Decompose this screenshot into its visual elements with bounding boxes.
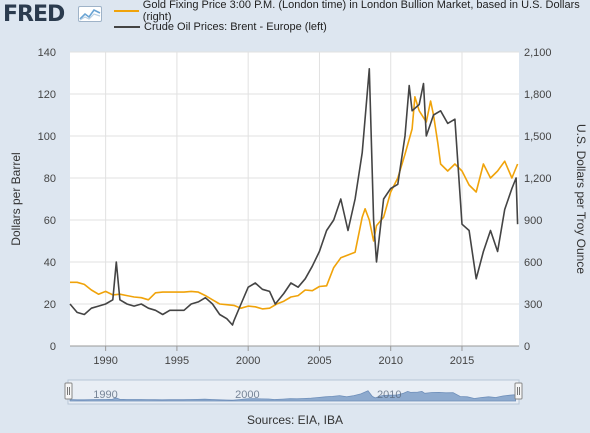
navigator-tick-label: 1990 bbox=[93, 389, 117, 401]
range-navigator-labels: 1990 2000 2010 bbox=[93, 389, 401, 401]
y-tick-label-left: 20 bbox=[44, 299, 56, 311]
x-axis: 1990 1995 2000 2005 2010 2015 bbox=[70, 345, 519, 367]
series-line-oil bbox=[69, 68, 519, 326]
x-tick-label: 1990 bbox=[93, 355, 117, 367]
navigator-area bbox=[69, 390, 516, 402]
series-lines bbox=[69, 68, 519, 326]
y-tick-label-left: 140 bbox=[38, 47, 56, 59]
sources-note: Sources: EIA, IBA bbox=[246, 413, 344, 427]
trend-chart-icon bbox=[78, 6, 102, 22]
fred-logo[interactable]: FRED bbox=[3, 2, 65, 27]
navigator-tick-label: 2010 bbox=[377, 389, 401, 401]
range-handle-right[interactable] bbox=[514, 382, 523, 400]
legend-item-gold[interactable]: Gold Fixing Price 3:00 P.M. (London time… bbox=[114, 0, 590, 23]
legend-swatch-gold bbox=[114, 10, 139, 12]
y-tick-label-right: 300 bbox=[524, 299, 542, 311]
y-axis-right-label: U.S. Dollars per Troy Ounce bbox=[574, 124, 588, 274]
y-tick-label-right: 1,800 bbox=[524, 89, 552, 101]
y-tick-label-left: 100 bbox=[38, 131, 56, 143]
x-tick-label: 2005 bbox=[307, 355, 331, 367]
range-handle-left[interactable] bbox=[64, 382, 73, 400]
plot-area bbox=[70, 52, 519, 346]
y-tick-label-left: 60 bbox=[44, 215, 56, 227]
x-tick-label: 2010 bbox=[378, 355, 402, 367]
legend-item-oil[interactable]: Crude Oil Prices: Brent - Europe (left) bbox=[114, 19, 590, 35]
range-navigator-series bbox=[69, 390, 516, 402]
y-axis-left-label: Dollars per Barrel bbox=[9, 152, 23, 245]
y-tick-label-right: 2,100 bbox=[524, 47, 552, 59]
x-tick-label: 1995 bbox=[165, 355, 189, 367]
legend-label-oil: Crude Oil Prices: Brent - Europe (left) bbox=[144, 21, 327, 33]
y-tick-label-left: 40 bbox=[44, 257, 56, 269]
y-axis-right: 0 300 600 900 1,200 1,500 1,800 2,100 bbox=[524, 47, 552, 353]
y-tick-label-right: 1,500 bbox=[524, 131, 552, 143]
y-tick-label-right: 900 bbox=[524, 215, 542, 227]
x-tick-label: 2000 bbox=[236, 355, 260, 367]
chart-legend: Gold Fixing Price 3:00 P.M. (London time… bbox=[114, 0, 590, 35]
y-tick-label-right: 0 bbox=[524, 341, 530, 353]
y-tick-label-left: 0 bbox=[50, 341, 56, 353]
y-axis-left: 0 20 40 60 80 100 120 140 bbox=[38, 47, 56, 353]
legend-swatch-oil bbox=[114, 26, 140, 28]
y-tick-label-left: 120 bbox=[38, 89, 56, 101]
navigator-tick-label: 2000 bbox=[235, 389, 259, 401]
y-tick-label-right: 1,200 bbox=[524, 173, 552, 185]
legend-label-gold: Gold Fixing Price 3:00 P.M. (London time… bbox=[142, 0, 580, 23]
y-tick-label-left: 80 bbox=[44, 173, 56, 185]
y-tick-label-right: 600 bbox=[524, 257, 542, 269]
main-chart: 0 20 40 60 80 100 120 140 0 300 600 900 1,200 1,500 1… bbox=[9, 47, 588, 405]
series-line-gold bbox=[70, 96, 519, 310]
x-tick-label: 2015 bbox=[450, 355, 474, 367]
